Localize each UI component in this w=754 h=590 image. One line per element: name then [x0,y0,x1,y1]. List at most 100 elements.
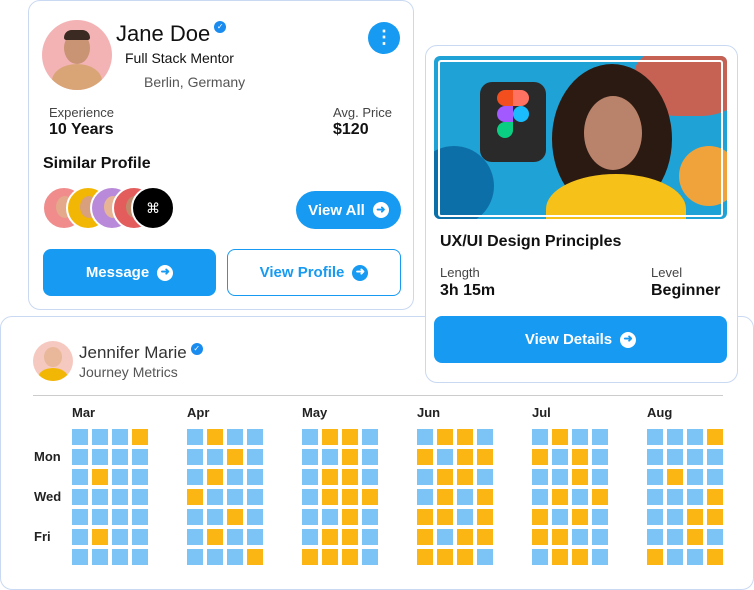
heat-cell [552,429,568,445]
view-profile-button[interactable]: View Profile ➜ [227,249,401,296]
heat-cell [72,449,88,465]
heat-cell [227,469,243,485]
heat-cell [247,529,263,545]
heat-cell [647,429,663,445]
heat-cell [592,529,608,545]
heat-cell [132,429,148,445]
button-label: View Details [524,331,613,348]
heat-cell [687,489,703,505]
message-button[interactable]: Message ➜ [43,249,216,296]
heat-cell [477,449,493,465]
heat-cell [592,489,608,505]
heat-cell [707,469,723,485]
heat-cell [187,509,203,525]
heat-cell [92,509,108,525]
heat-cell [437,549,453,565]
heat-cell [132,529,148,545]
heat-cell [207,529,223,545]
heat-cell [342,469,358,485]
heat-cell [552,489,568,505]
heat-cell [477,529,493,545]
heat-cell [647,509,663,525]
heat-cell [707,489,723,505]
heat-cell [417,529,433,545]
month-label: May [302,405,328,420]
heat-cell [552,529,568,545]
user-name: Jane Doe ✓ [116,21,227,47]
menu-button[interactable]: ⋮ [368,22,400,54]
heat-cell [417,549,433,565]
heat-cell [132,469,148,485]
heat-cell [667,509,683,525]
course-title: UX/UI Design Principles [440,233,622,250]
heat-cell [227,429,243,445]
heat-cell [187,429,203,445]
heat-cell [647,549,663,565]
heat-cell [687,429,703,445]
heat-cell [437,429,453,445]
heat-cell [132,509,148,525]
heat-cell [72,489,88,505]
heat-cell [572,549,588,565]
user-name-text: Jennifer Marie [79,343,187,362]
heat-cell [92,529,108,545]
heat-cell [592,549,608,565]
view-details-button[interactable]: View Details ➜ [434,316,727,363]
heat-cell [362,469,378,485]
heat-cell [667,469,683,485]
heat-cell [687,549,703,565]
heat-cell [572,429,588,445]
heat-cell [342,509,358,525]
heat-cell [707,529,723,545]
heat-cell [417,489,433,505]
heat-cell [322,529,338,545]
heat-cell [532,489,548,505]
heat-cell [322,429,338,445]
heat-cell [592,449,608,465]
subtitle: Journey Metrics [79,364,178,380]
heat-cell [552,449,568,465]
heat-cell [687,469,703,485]
heat-cell [647,469,663,485]
heat-cell [552,509,568,525]
heat-cell [247,489,263,505]
heat-cell [322,469,338,485]
length-label: Length [440,265,480,280]
heat-cell [477,469,493,485]
heat-cell [302,549,318,565]
heat-cell [707,429,723,445]
heat-cell [667,549,683,565]
heat-cell [112,549,128,565]
more-profiles[interactable]: ⌘ [131,186,175,230]
heat-cell [532,469,548,485]
heat-cell [72,529,88,545]
day-label: Wed [34,489,62,504]
heat-cell [207,549,223,565]
heat-cell [707,549,723,565]
heat-cell [92,449,108,465]
price-label: Avg. Price [333,105,393,120]
heat-cell [362,489,378,505]
view-all-button[interactable]: View All ➜ [296,191,401,229]
heat-cell [207,469,223,485]
month-label: Jun [417,405,441,420]
heat-cell [92,469,108,485]
month-label: Mar [72,405,96,420]
profile-card: Jane Doe ✓ Full Stack Mentor Berlin, Germ… [28,0,414,310]
heat-cell [532,529,548,545]
avatar [33,341,73,381]
heat-cell [417,449,433,465]
heat-cell [532,509,548,525]
avatar [42,20,112,90]
course-card: UX/UI Design Principles Length 3h 15m Le… [425,45,738,383]
heat-cell [342,489,358,505]
heat-cell [302,449,318,465]
heat-cell [552,469,568,485]
heat-cell [437,509,453,525]
heat-cell [592,429,608,445]
heat-cell [227,549,243,565]
heat-cell [667,449,683,465]
heat-cell [342,449,358,465]
role: Full Stack Mentor [125,50,234,66]
